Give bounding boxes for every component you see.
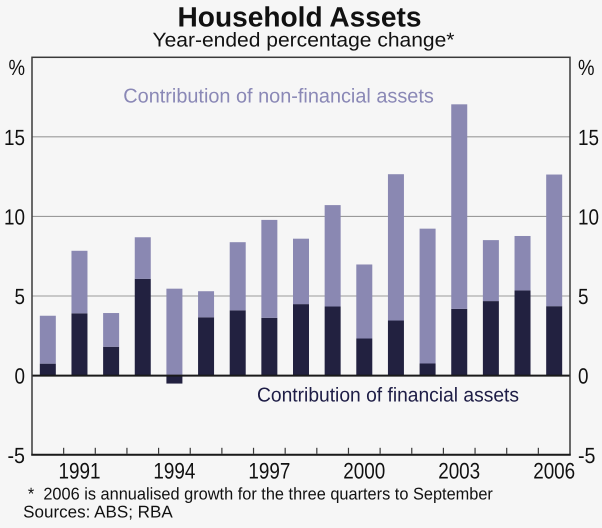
- svg-text:Household Assets: Household Assets: [178, 2, 422, 33]
- svg-text:Sources: ABS; RBA: Sources: ABS; RBA: [23, 503, 173, 522]
- svg-text:15: 15: [4, 125, 25, 150]
- svg-text:%: %: [9, 55, 26, 80]
- svg-text:2000: 2000: [343, 459, 385, 484]
- svg-text:0: 0: [578, 364, 589, 389]
- svg-text:-5: -5: [8, 443, 26, 468]
- svg-text:5: 5: [578, 284, 589, 309]
- svg-text:1994: 1994: [153, 459, 195, 484]
- svg-text:5: 5: [15, 284, 26, 309]
- svg-text:1997: 1997: [248, 459, 290, 484]
- svg-text:2006: 2006: [533, 459, 575, 484]
- svg-text:15: 15: [578, 125, 599, 150]
- svg-text:-5: -5: [578, 443, 596, 468]
- svg-text:Contribution of non-financial: Contribution of non-financial assets: [123, 85, 434, 107]
- svg-text:10: 10: [4, 204, 25, 229]
- svg-text:2003: 2003: [438, 459, 480, 484]
- svg-text:%: %: [578, 55, 595, 80]
- svg-text:0: 0: [15, 364, 26, 389]
- svg-text:1991: 1991: [59, 459, 101, 484]
- svg-text:Contribution of financial asse: Contribution of financial assets: [257, 384, 519, 406]
- svg-text:Year-ended percentage change*: Year-ended percentage change*: [153, 30, 455, 52]
- svg-text:10: 10: [578, 204, 599, 229]
- svg-text:* 2006 is annualised growth f: * 2006 is annualised growth for the thre…: [28, 485, 493, 504]
